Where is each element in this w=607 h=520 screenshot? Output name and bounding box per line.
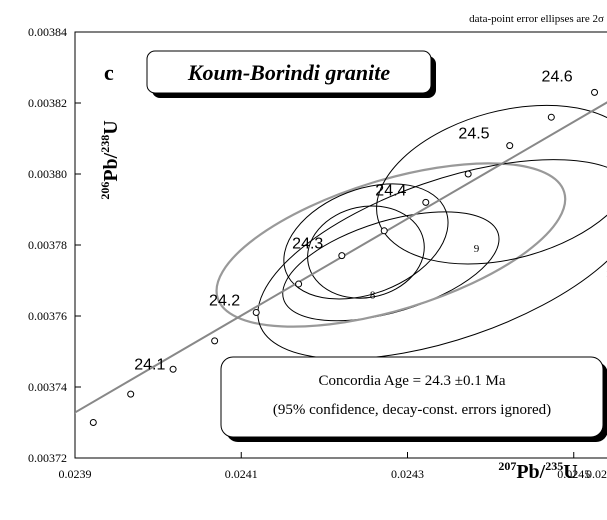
concordia-marker: [169, 365, 177, 373]
error-ellipse: [283, 183, 449, 300]
concordia-marker: [464, 170, 472, 178]
title-box: Koum-Borindi granite: [146, 50, 436, 98]
chart-title: Koum-Borindi granite: [187, 60, 391, 85]
error-note: data-point error ellipses are 2σ: [469, 13, 604, 25]
concordia-marker: [506, 142, 514, 150]
x-tick-label: 0.0245: [557, 467, 590, 481]
y-tick-label: 0.00374: [28, 380, 67, 394]
concordia-age-labels: 24.1 24.2 24.3 24.4 24.5 24.6: [134, 69, 573, 374]
concordia-marker: [380, 227, 388, 235]
concordia-marker: [591, 88, 599, 96]
concordia-age-markers: [89, 88, 599, 426]
mean-ellipse: [307, 205, 425, 299]
concordia-marker: [127, 390, 135, 398]
x-axis-label: 207Pb/235U: [498, 459, 577, 483]
panel-letter: c: [104, 60, 114, 85]
concordia-marker: [295, 280, 303, 288]
concordia-age-label: 24.5: [458, 126, 489, 143]
error-ellipse-11: [257, 159, 607, 360]
error-ellipses: [215, 104, 607, 360]
concordia-marker: [211, 337, 219, 345]
error-ellipse-10: [376, 104, 607, 265]
y-tick-label: 0.00378: [28, 238, 67, 252]
concordia-age-label: 24.1: [134, 356, 165, 373]
ellipse-labels: 891011: [370, 243, 607, 301]
y-tick-label: 0.00382: [28, 96, 67, 110]
concordia-age-label: 24.2: [209, 292, 240, 309]
concordia-age-label: 24.4: [375, 182, 406, 199]
x-tick-label: 0.0243: [391, 467, 424, 481]
concordia-marker: [547, 113, 555, 121]
error-ellipse-8: [282, 211, 500, 322]
concordia-marker: [89, 419, 97, 426]
concordia-marker: [338, 252, 346, 260]
y-tick-label: 0.00380: [28, 167, 67, 181]
y-axis-label: 206Pb/238U: [98, 120, 122, 199]
y-tick-label: 0.00384: [28, 25, 67, 39]
concordia-marker: [252, 308, 260, 316]
confidence-note: (95% confidence, decay-const. errors ign…: [273, 402, 551, 418]
y-tick-label: 0.00372: [28, 451, 67, 465]
error-ellipse-9: [215, 162, 567, 328]
concordia-age-label: 24.3: [292, 236, 323, 253]
ellipse-label: 9: [474, 243, 480, 255]
x-tick-label: 0.02: [586, 467, 607, 481]
ellipse-label: 11: [606, 268, 607, 280]
concordia-marker: [422, 198, 430, 206]
concordia-age-text: Concordia Age = 24.3 ±0.1 Ma: [318, 373, 505, 389]
x-tick-label: 0.0241: [225, 467, 258, 481]
concordia-age-label: 24.6: [542, 69, 573, 86]
x-tick-label: 0.0239: [59, 467, 92, 481]
y-tick-label: 0.00376: [28, 309, 67, 323]
ellipse-label: 8: [370, 289, 376, 301]
concordia-age-box: Concordia Age = 24.3 ±0.1 Ma (95% confid…: [220, 356, 607, 442]
